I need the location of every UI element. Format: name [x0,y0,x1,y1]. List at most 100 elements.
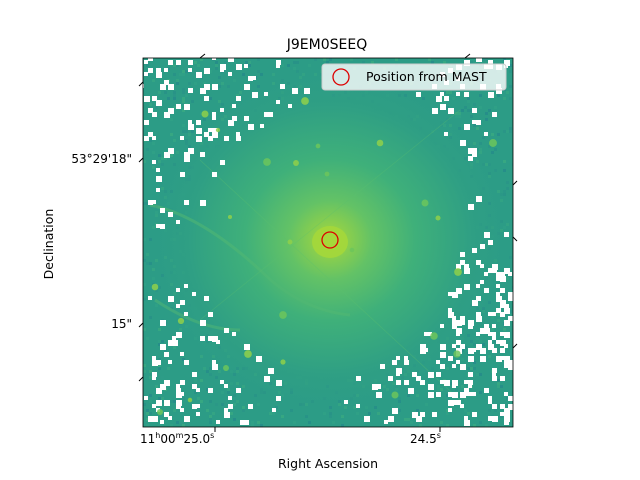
masked-pixel [404,380,409,385]
noise-pixel [470,115,473,118]
masked-pixel [180,380,185,385]
noise-pixel [209,418,212,421]
noise-pixel [440,388,443,391]
noise-pixel [446,424,449,427]
noise-pixel [419,424,422,427]
masked-pixel [448,308,452,312]
masked-pixel [420,412,425,417]
masked-pixel [356,376,361,381]
masked-pixel [480,328,486,334]
masked-pixel [456,328,462,334]
masked-pixel [464,416,468,420]
masked-pixel [156,100,162,106]
noise-pixel [251,421,254,424]
masked-pixel [148,58,153,61]
masked-pixel [476,284,480,288]
noise-pixel [506,397,509,400]
noise-pixel [155,106,158,109]
masked-pixel [468,356,474,362]
masked-pixel [176,332,182,338]
noise-pixel [323,58,326,61]
masked-pixel [452,292,458,298]
masked-pixel [168,360,172,364]
masked-pixel [496,88,502,94]
noise-pixel [173,94,176,97]
masked-pixel [236,132,240,136]
masked-pixel [176,404,181,409]
noise-pixel [173,91,176,94]
noise-pixel [143,160,146,163]
noise-pixel [149,103,152,106]
masked-pixel [196,404,200,408]
noise-pixel [200,58,203,61]
spiral-arm [154,298,241,332]
masked-pixel [508,364,513,370]
masked-pixel [508,292,513,297]
noise-pixel [371,61,374,64]
noise-pixel [464,397,467,400]
noise-pixel [152,79,155,82]
masked-pixel [504,412,510,418]
masked-pixel [164,352,169,357]
noise-pixel [488,409,491,412]
masked-pixel [500,376,505,381]
masked-pixel [504,356,508,360]
masked-pixel [276,100,280,104]
masked-pixel [396,368,402,374]
masked-pixel [204,84,210,90]
source [156,408,164,416]
noise-pixel [488,109,491,112]
noise-pixel [200,400,203,403]
noise-pixel [143,328,146,331]
masked-pixel [396,380,401,385]
masked-pixel [504,332,510,338]
source [454,268,462,276]
noise-pixel [449,91,452,94]
x-tick-seconds: 25.0 [183,432,210,446]
masked-pixel [432,412,437,417]
noise-pixel [461,109,464,112]
masked-pixel [428,372,434,378]
noise-pixel [509,130,512,133]
noise-pixel [161,376,164,379]
masked-pixel [168,416,172,420]
masked-pixel [500,412,504,416]
masked-pixel [172,336,176,340]
noise-pixel [494,340,497,343]
masked-pixel [172,340,178,346]
masked-pixel [476,260,481,265]
masked-pixel [480,348,486,354]
source [177,317,185,325]
masked-pixel [276,396,281,401]
masked-pixel [200,88,206,94]
masked-pixel [500,404,505,409]
noise-pixel [257,58,260,61]
noise-pixel [248,61,251,64]
masked-pixel [160,320,166,326]
noise-pixel [464,409,467,412]
noise-pixel [158,367,161,370]
noise-pixel [146,148,149,151]
masked-pixel [152,356,156,360]
masked-pixel [160,84,166,90]
masked-pixel [456,320,462,326]
noise-pixel [158,364,161,367]
noise-pixel [446,91,449,94]
tick-mark [464,53,471,59]
noise-pixel [173,346,176,349]
masked-pixel [196,136,202,142]
masked-pixel [244,344,248,348]
masked-pixel [148,200,153,205]
masked-pixel [488,340,492,344]
noise-pixel [164,349,167,352]
compact-sources [151,97,497,416]
tick-mark [512,343,518,349]
masked-pixel [460,140,466,146]
noise-pixel [461,385,464,388]
masked-pixel [436,392,441,397]
noise-pixel [173,73,176,76]
masked-pixel [144,396,148,400]
masked-pixel [228,396,232,400]
masked-pixel [500,304,504,308]
masked-pixel [168,60,173,65]
